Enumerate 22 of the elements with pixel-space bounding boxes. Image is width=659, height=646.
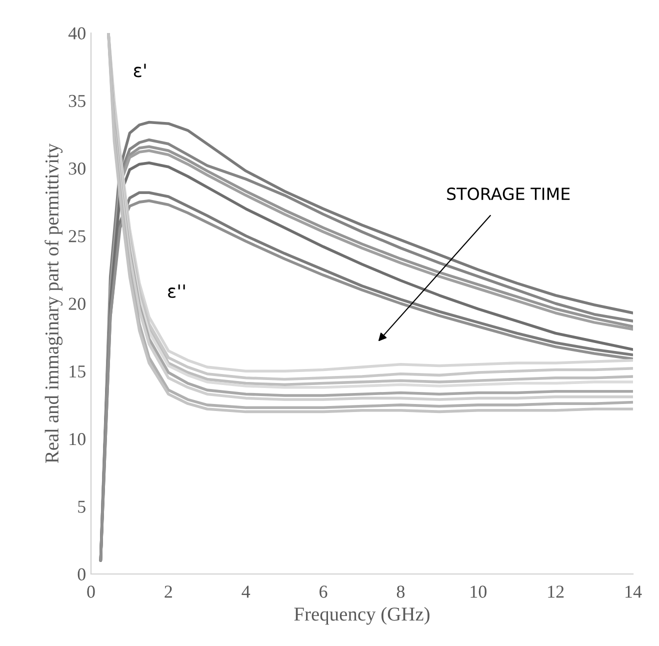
x-tick-label: 0	[87, 586, 95, 598]
annotation: ε'	[134, 64, 146, 78]
y-tick-label: 10	[70, 433, 86, 446]
y-tick-label: 25	[68, 230, 86, 242]
x-tick-label: 14	[626, 586, 642, 598]
y-tick-label: 20	[68, 298, 86, 310]
y-tick-label: 5	[78, 500, 86, 513]
x-axis-title: Frequency (GHz)	[294, 607, 430, 625]
y-tick-label: 0	[78, 568, 86, 580]
x-tick-label: 8	[396, 586, 405, 598]
x-tick-label: 10	[470, 586, 486, 598]
y-axis-title: Real and immaginary part of permittivity	[44, 143, 63, 464]
y-tick-label: 35	[68, 94, 86, 108]
x-tick-label: 2	[164, 586, 172, 598]
y-tick-label: 40	[68, 27, 86, 40]
x-tick-label: 4	[242, 586, 250, 598]
x-tick-label: 12	[548, 586, 564, 598]
annotation: STORAGE TIME	[447, 188, 570, 200]
y-tick-label: 30	[68, 162, 86, 175]
annotation: ε''	[168, 284, 185, 298]
y-tick-label: 15	[70, 365, 86, 378]
x-tick-label: 6	[320, 586, 328, 598]
